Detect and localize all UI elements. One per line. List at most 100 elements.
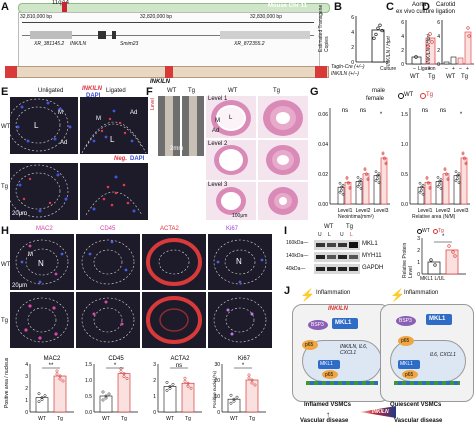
chart-g-point-tg — [463, 157, 466, 161]
i-sublane-3: U — [340, 232, 344, 238]
chart-d-bar-4 — [464, 31, 472, 65]
chart-d-ytick-1: 2 — [437, 48, 440, 54]
f-col-wt: WT — [167, 88, 177, 94]
chart-g-sig: ns — [422, 108, 428, 114]
i-sublane-4: L — [350, 232, 353, 238]
chart-d-point — [466, 26, 470, 30]
chart-h-ytick: 0 — [25, 410, 28, 416]
chart-g-bar-wt — [337, 186, 345, 205]
chart-h-point-tg — [55, 372, 59, 376]
chart-c-ytick-0: 0 — [401, 62, 404, 68]
j-right-dna-p65 — [402, 370, 418, 379]
chart-g-point-tg — [366, 178, 370, 182]
i-band-gapdh: GAPDH — [362, 265, 384, 271]
chart-d-xlabel-tg: Tg — [461, 74, 469, 80]
chart-d-sign-1: – — [445, 66, 448, 72]
chart-h-sig: ** — [49, 363, 54, 369]
chart-d-bar-3 — [457, 57, 464, 65]
chart-h-sig: * — [242, 363, 245, 369]
chart-g-bar-tg — [424, 182, 432, 205]
blot-myh11 — [314, 252, 360, 262]
chart-h-title: CD45 — [108, 356, 124, 362]
chart-h-point-tg — [119, 367, 123, 371]
chart-c-bar-tg — [425, 37, 436, 65]
chart-g-xcat: Level1 — [338, 208, 353, 214]
chart-g-bar-tg — [442, 173, 450, 205]
chart-g-point-wt — [457, 181, 461, 185]
chart-g-point-tg — [445, 172, 448, 176]
chart-g-point-wt — [418, 181, 422, 185]
chart-h-point-wt — [101, 398, 105, 402]
chart-h-ytick: 1 — [25, 398, 28, 404]
chart-h-point-tg — [58, 374, 62, 378]
i-sublane-1: U — [318, 232, 322, 238]
chart-h-sig: * — [114, 363, 117, 369]
chart-g-point-tg — [383, 157, 386, 161]
chart-b-xcat-1: Tagln-Cre (+/–) — [331, 64, 365, 70]
chart-h-point-wt — [107, 392, 111, 396]
chart-g-point-wt — [454, 179, 458, 183]
chart-g-point-tg — [428, 186, 432, 189]
chart-c-bar-wt — [411, 56, 422, 65]
j-left-genes: INKILN, IL6, CXCL1 — [340, 344, 368, 356]
chart-g-point-wt — [377, 181, 381, 185]
chart-h-point-tg — [189, 386, 193, 390]
chart-g-point-tg — [428, 187, 432, 190]
chart-g-point-tg — [365, 172, 368, 176]
chart-g-point-tg — [425, 176, 429, 179]
j-right-bsp — [396, 316, 416, 326]
chart-h-point-wt — [232, 399, 236, 403]
zoom-gene-label: INKILN — [150, 79, 170, 85]
chart-h-point-tg — [253, 383, 257, 387]
chart-c-xlabel-tg: Tg — [428, 74, 436, 80]
h-image-tg-cd45 — [76, 292, 140, 348]
chart-d-title: Carotid ligation — [436, 2, 456, 15]
chart-g-point-wt — [439, 187, 443, 190]
i-band-mkl1: MKL1 — [362, 241, 378, 247]
h-col-mac2: MAC2 — [36, 226, 53, 232]
chart-h-point-wt — [232, 397, 236, 401]
chart-h-point-tg — [183, 379, 187, 383]
chart-g-point-wt — [356, 185, 360, 188]
chart-i-ytick-2: 2 — [417, 248, 420, 254]
j-right-disease: Vascular disease — [394, 418, 443, 424]
chart-g-sig: * — [380, 112, 383, 118]
g-legend-dot-wt — [398, 93, 404, 99]
j-right-dna — [394, 381, 460, 385]
chart-g-bar-wt — [373, 175, 381, 205]
chart-b-point — [374, 32, 378, 37]
gene-label-1: XR_381145.2 — [34, 41, 65, 47]
chart-h-bar-tg — [181, 382, 195, 413]
chart-h-point-tg — [55, 369, 59, 373]
chart-g-point-wt — [438, 183, 441, 186]
f-col-tg: Tg — [188, 88, 196, 94]
h-label-n: N — [38, 259, 44, 268]
chart-g-point-wt — [338, 181, 342, 185]
j-left-dna-p65 — [322, 370, 338, 379]
chart-g-point-wt — [420, 188, 423, 192]
j-left-p65-label: p65 — [305, 342, 314, 348]
chart-d-point — [467, 34, 471, 38]
chart-g-point-wt — [356, 176, 360, 179]
chart-d: 0 2 4 6 — [437, 20, 474, 68]
chart-h-point-tg — [122, 372, 126, 376]
chart-i-point — [453, 254, 457, 258]
e-image-wt-ligated — [80, 97, 148, 154]
chart-b-point — [378, 23, 382, 27]
panel-i-label: I — [284, 225, 288, 237]
chart-g-point-tg — [363, 168, 367, 172]
chart-h-ytick: 10 — [214, 394, 220, 400]
i-kda-40: 40kDa— — [286, 266, 306, 272]
j-left-title: Inflammation — [316, 290, 351, 296]
h-image-tg-acta2 — [142, 292, 206, 348]
chart-b-ytick-0: 0 — [351, 60, 354, 66]
chart-g-ytick: 0.04 — [318, 142, 328, 148]
e-col-ligated: Ligated — [106, 88, 126, 94]
chart-g-point-wt — [358, 180, 361, 183]
f-he-tg-3 — [258, 182, 308, 220]
i-sublane-2: L — [328, 232, 331, 238]
region-bracket — [18, 12, 320, 69]
chart-g-point-tg — [363, 167, 367, 171]
chart-g-point-tg — [425, 177, 429, 180]
chart-d-bar-1 — [443, 61, 450, 65]
